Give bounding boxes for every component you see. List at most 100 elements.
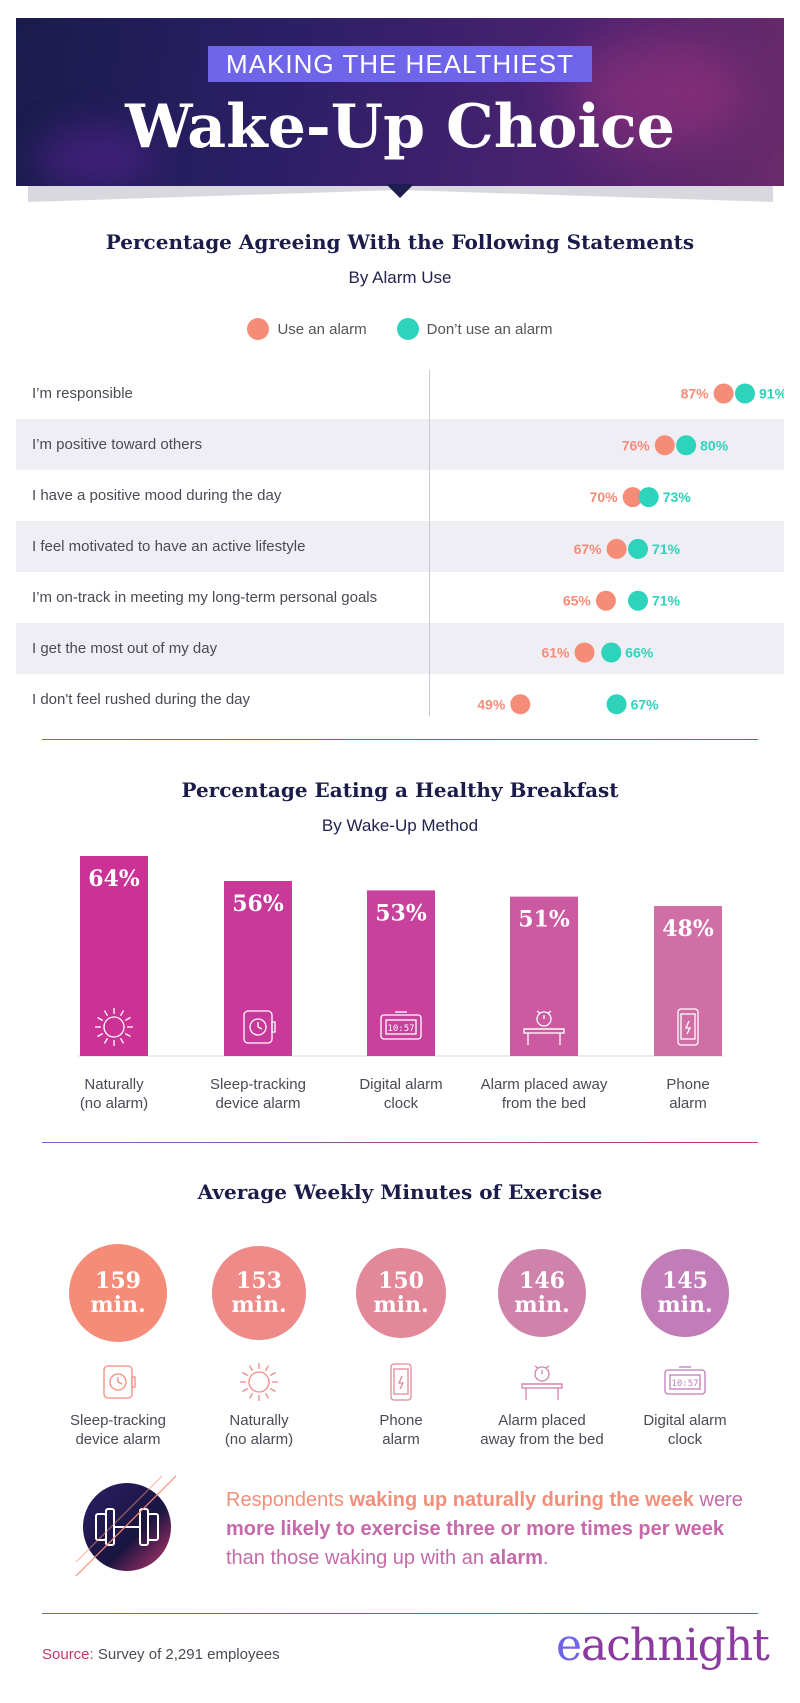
statement-label: I’m positive toward others xyxy=(32,436,203,453)
alarm-value-label: 76% xyxy=(622,437,651,453)
alarm-point xyxy=(654,435,675,456)
bar xyxy=(80,856,148,1056)
alarm-point xyxy=(606,538,627,559)
no-alarm-value-label: 73% xyxy=(663,489,692,505)
bar-value-label: 51% xyxy=(518,907,570,933)
chart3-title: Average Weekly Minutes of Exercise xyxy=(197,1180,603,1204)
section-divider xyxy=(42,1142,758,1143)
logo-text: achnight xyxy=(581,1620,770,1671)
bar-value-label: 48% xyxy=(662,916,714,942)
chart1-axis-line xyxy=(429,370,430,716)
callout-part: Respondents xyxy=(226,1489,350,1511)
bar-category-label: Alarm placed away from the bed xyxy=(480,1076,608,1112)
statement-row: I’m on-track in meeting my long-term per… xyxy=(16,572,784,623)
exercise-bubble: 145 min. xyxy=(641,1249,729,1337)
callout-part: than those waking up with an xyxy=(226,1547,490,1569)
chart1-title: Percentage Agreeing With the Following S… xyxy=(105,230,695,254)
statement-label: I’m responsible xyxy=(32,385,133,402)
exercise-category-label: Naturally (no alarm) xyxy=(224,1412,294,1448)
chart2-subtitle: By Wake-Up Method xyxy=(321,816,479,835)
alarm-value-label: 87% xyxy=(681,386,710,402)
exercise-category-label: Digital alarm clock xyxy=(643,1412,727,1448)
statement-rows: I’m responsible I’m positive toward othe… xyxy=(16,368,784,725)
bar-category-label: Sleep-tracking device alarm xyxy=(210,1076,306,1112)
alarm-point xyxy=(622,487,643,508)
header-glow xyxy=(36,128,156,186)
exercise-icon xyxy=(103,1365,136,1399)
exercise-bubble: 153 min. xyxy=(212,1246,306,1340)
dumbbell-icon xyxy=(95,1508,159,1546)
svg-text:10:57: 10:57 xyxy=(387,1024,414,1034)
alarm-value-label: 49% xyxy=(477,696,506,712)
alarm-value-label: 61% xyxy=(541,645,570,661)
sun-icon xyxy=(95,1008,133,1046)
statement-row: I don't feel rushed during the day xyxy=(16,674,784,725)
legend-dot-no-alarm xyxy=(396,318,419,340)
callout-emphasis: more likely to exercise three or more ti… xyxy=(226,1518,725,1540)
source-text: Survey of 2,291 employees xyxy=(93,1646,280,1663)
no-alarm-value-label: 71% xyxy=(652,541,681,557)
exercise-bubble: 146 min. xyxy=(498,1249,586,1337)
callout-part: . xyxy=(542,1547,549,1569)
logo-e: e xyxy=(556,1620,582,1671)
alarm-point xyxy=(713,383,734,404)
callout-badge xyxy=(83,1483,171,1571)
statement-row: I’m responsible xyxy=(16,368,784,419)
no-alarm-point xyxy=(676,435,697,456)
brand-logo[interactable]: eachnight xyxy=(556,1620,770,1671)
alarm-value-label: 67% xyxy=(574,541,603,557)
header-pointer xyxy=(386,184,414,198)
exercise-bubble: 159 min. xyxy=(69,1244,167,1342)
source-label: Source: xyxy=(42,1646,94,1663)
alarm-point xyxy=(595,590,616,611)
alarm-point xyxy=(574,642,595,663)
legend-item-no-alarm: Don’t use an alarm xyxy=(396,318,553,340)
no-alarm-value-label: 67% xyxy=(631,696,660,712)
statement-label: I have a positive mood during the day xyxy=(32,487,282,504)
exercise-category-label: Alarm placed away from the bed xyxy=(480,1412,604,1448)
digital-clock-icon: 10:57 xyxy=(380,1011,422,1040)
chart2-title: Percentage Eating a Healthy Breakfast xyxy=(181,778,619,802)
bar-category-label: Digital alarm clock xyxy=(359,1076,443,1112)
chart1-subtitle: By Alarm Use xyxy=(348,268,452,287)
legend-label-alarm: Use an alarm xyxy=(277,320,367,338)
statement-row: I get the most out of my day xyxy=(16,623,784,674)
alarm-value-label: 65% xyxy=(563,593,592,609)
exercise-bubble: 150 min. xyxy=(355,1247,447,1339)
no-alarm-point xyxy=(638,487,659,508)
statement-row: I have a positive mood during the day xyxy=(16,470,784,521)
exercise-icon: 10:57 xyxy=(664,1366,706,1395)
callout-emphasis: alarm xyxy=(489,1547,543,1569)
callout-part: were xyxy=(693,1489,743,1511)
bar-value-label: 64% xyxy=(88,866,140,892)
callout-accent-lines xyxy=(75,1475,177,1577)
legend-item-alarm: Use an alarm xyxy=(247,318,367,340)
no-alarm-value-label: 80% xyxy=(700,437,729,453)
svg-text:10:57: 10:57 xyxy=(671,1379,698,1389)
statement-label: I feel motivated to have an active lifes… xyxy=(32,538,306,555)
alarm-table-icon xyxy=(523,1010,565,1045)
statement-label: I get the most out of my day xyxy=(32,640,218,657)
no-alarm-point xyxy=(606,694,627,715)
callout-text: Respondents waking up naturally during t… xyxy=(226,1486,746,1573)
dumbbell-chart: 87% 91% 76% 80% 70% 73% 67% 71% 65% 71% 61% 66% 49% 6… xyxy=(477,383,784,715)
bar-category-label: Phone alarm xyxy=(666,1076,710,1112)
exercise-icon xyxy=(521,1365,563,1400)
statement-label: I don't feel rushed during the day xyxy=(32,691,251,708)
no-alarm-point xyxy=(735,383,755,404)
exercise-category-label: Sleep-tracking device alarm xyxy=(70,1412,166,1448)
exercise-icon xyxy=(240,1363,278,1401)
phone-icon xyxy=(677,1008,699,1046)
section-divider xyxy=(42,1613,758,1614)
no-alarm-value-label: 71% xyxy=(652,593,681,609)
section-divider xyxy=(42,739,758,740)
alarm-point xyxy=(510,694,531,715)
digital-clock-icon: 10:57 xyxy=(664,1366,706,1395)
alarm-table-icon xyxy=(521,1365,563,1400)
page-title: Wake-Up Choice xyxy=(125,92,675,162)
callout-emphasis: waking up naturally during the week xyxy=(349,1489,694,1511)
bar-value-label: 56% xyxy=(232,891,284,917)
breakfast-bar-chart: 64% 56% 53% 10:57 51% 48% xyxy=(78,856,724,1057)
no-alarm-point xyxy=(601,642,622,663)
alarm-value-label: 70% xyxy=(590,489,619,505)
